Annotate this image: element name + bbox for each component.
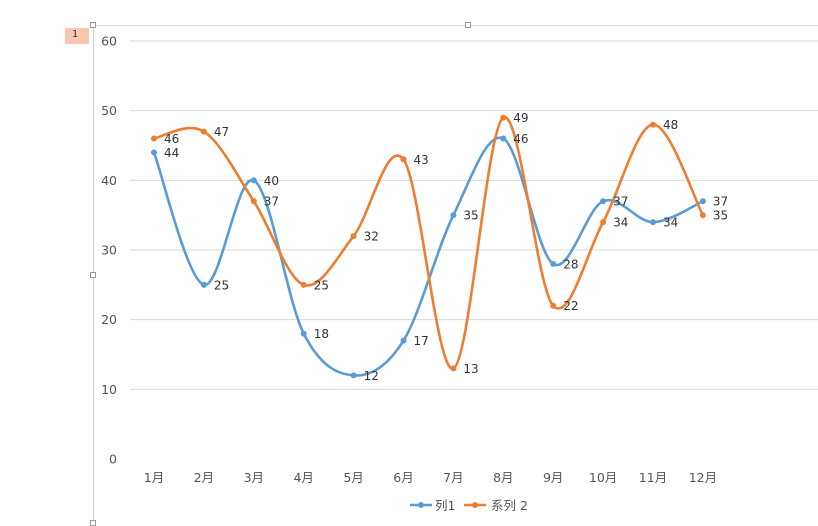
data-point[interactable] xyxy=(300,281,307,288)
data-point[interactable] xyxy=(500,114,507,121)
data-label: 47 xyxy=(214,125,229,139)
chart-frame[interactable] xyxy=(90,22,818,526)
y-tick-label: 10 xyxy=(101,382,117,397)
data-label: 49 xyxy=(513,111,528,125)
data-label: 48 xyxy=(663,118,678,132)
x-axis-ticks: 1月 2月 3月 4月 5月 6月 7月 8月 9月 10月 11月 12月 xyxy=(144,470,717,485)
y-tick-label: 50 xyxy=(101,103,117,118)
y-tick-label: 40 xyxy=(101,173,117,188)
legend-label[interactable]: 列1 xyxy=(435,498,455,513)
legend-swatch-marker xyxy=(472,502,478,508)
series-line-1[interactable] xyxy=(152,136,705,377)
x-tick-label: 1月 xyxy=(144,470,164,485)
data-point[interactable] xyxy=(650,121,656,128)
data-label: 22 xyxy=(563,299,578,313)
data-point[interactable] xyxy=(200,281,207,288)
y-tick-label: 20 xyxy=(101,312,117,327)
data-label: 34 xyxy=(613,216,628,230)
data-point[interactable] xyxy=(600,198,607,205)
x-tick-label: 8月 xyxy=(493,470,513,485)
data-label: 37 xyxy=(613,195,628,209)
x-tick-label: 2月 xyxy=(194,470,214,485)
data-point[interactable] xyxy=(350,372,357,379)
data-point[interactable] xyxy=(400,337,407,344)
data-point[interactable] xyxy=(500,135,507,142)
data-labels: 44 25 40 18 12 17 35 46 28 37 34 37 46 47 37 25 32 43 13 49… xyxy=(164,111,728,383)
x-tick-label: 9月 xyxy=(543,470,563,485)
legend[interactable]: 列1 系列 2 xyxy=(410,498,528,513)
resize-handle-middle-left[interactable] xyxy=(90,272,96,278)
x-tick-label: 10月 xyxy=(589,470,617,485)
data-point[interactable] xyxy=(250,198,257,205)
data-label: 25 xyxy=(214,278,229,292)
data-point[interactable] xyxy=(699,198,706,205)
series-lines[interactable] xyxy=(151,114,706,379)
data-label: 35 xyxy=(463,209,478,223)
data-point[interactable] xyxy=(450,212,457,219)
data-point[interactable] xyxy=(650,219,656,226)
data-label: 25 xyxy=(314,278,329,292)
resize-handle-top-left[interactable] xyxy=(90,22,96,28)
data-point[interactable] xyxy=(300,330,307,337)
legend-swatch-marker xyxy=(418,502,424,508)
resize-handle-top-center[interactable] xyxy=(465,22,471,28)
data-label: 34 xyxy=(663,216,678,230)
x-tick-label: 6月 xyxy=(393,470,413,485)
data-point[interactable] xyxy=(350,233,357,240)
data-label: 32 xyxy=(364,230,379,244)
data-label: 44 xyxy=(164,146,179,160)
x-tick-label: 5月 xyxy=(343,470,363,485)
data-point[interactable] xyxy=(550,260,557,267)
x-tick-label: 12月 xyxy=(689,470,717,485)
x-tick-label: 7月 xyxy=(443,470,463,485)
data-label: 37 xyxy=(713,195,728,209)
data-point[interactable] xyxy=(400,156,407,163)
data-point[interactable] xyxy=(550,302,557,309)
data-point[interactable] xyxy=(151,149,157,156)
data-point[interactable] xyxy=(600,219,607,226)
data-label: 12 xyxy=(364,369,379,383)
data-label: 46 xyxy=(164,132,179,146)
x-tick-label: 4月 xyxy=(293,470,313,485)
gridlines xyxy=(130,40,818,390)
data-point[interactable] xyxy=(151,135,157,142)
data-label: 18 xyxy=(314,327,329,341)
data-label: 35 xyxy=(713,209,728,223)
y-tick-label: 60 xyxy=(101,34,117,49)
x-tick-label: 11月 xyxy=(639,470,667,485)
data-label: 46 xyxy=(513,132,528,146)
data-point[interactable] xyxy=(450,365,457,372)
y-axis-ticks: 0 10 20 30 40 50 60 xyxy=(101,34,117,467)
data-label: 28 xyxy=(563,257,578,271)
data-label: 13 xyxy=(463,362,478,376)
y-tick-label: 30 xyxy=(101,243,117,258)
legend-label[interactable]: 系列 2 xyxy=(491,498,528,513)
data-label: 40 xyxy=(264,174,279,188)
y-tick-label: 0 xyxy=(109,452,117,467)
data-label: 43 xyxy=(414,153,429,167)
data-point[interactable] xyxy=(250,177,257,184)
data-label: 17 xyxy=(414,334,429,348)
data-point[interactable] xyxy=(699,212,706,219)
data-label: 37 xyxy=(264,195,279,209)
x-tick-label: 3月 xyxy=(244,470,264,485)
data-point[interactable] xyxy=(200,128,207,135)
page-number-badge: 1 xyxy=(65,28,89,44)
